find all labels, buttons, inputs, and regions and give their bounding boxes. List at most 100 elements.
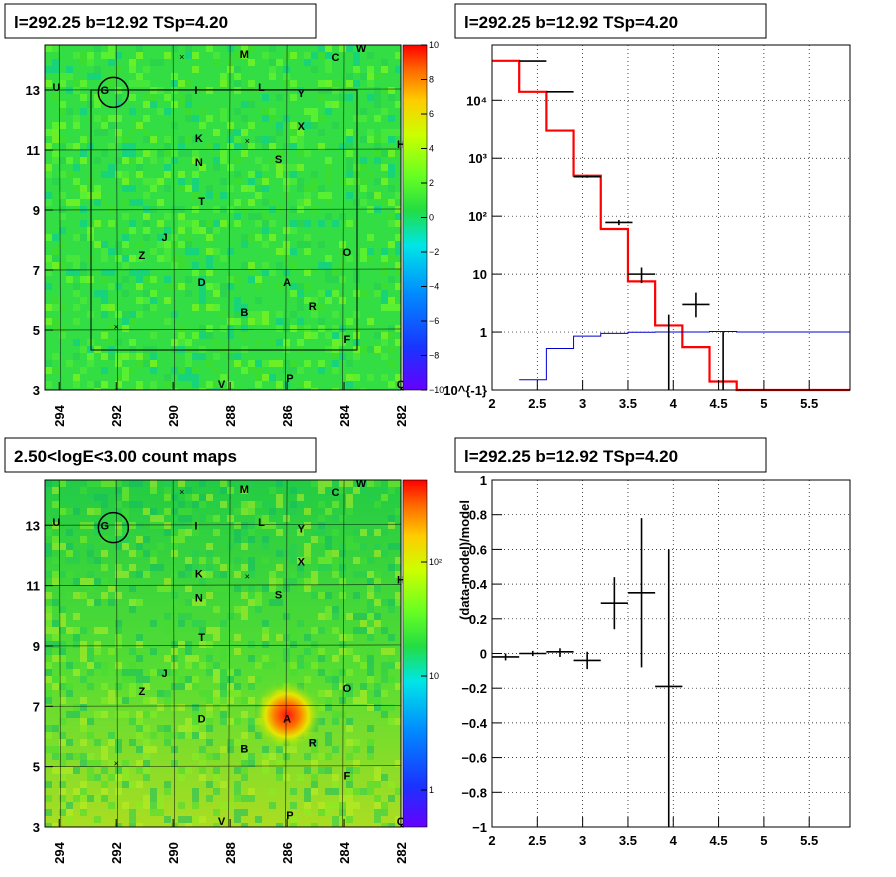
noise-pixel [395,248,401,255]
noise-pixel [66,739,73,746]
noise-pixel [297,620,304,627]
y-tick-label: −0.4 [461,716,487,731]
noise-pixel [115,641,122,648]
grid-line [44,704,402,707]
noise-pixel [80,788,87,795]
noise-pixel [157,59,164,66]
noise-pixel [206,494,213,501]
noise-pixel [311,115,318,122]
noise-pixel [199,122,206,129]
colorbar-tick-label: 6 [429,109,434,119]
noise-pixel [367,606,374,613]
noise-pixel [339,690,346,697]
noise-pixel [185,529,192,536]
noise-pixel [108,122,115,129]
noise-pixel [395,206,401,213]
noise-pixel [283,52,290,59]
noise-pixel [178,255,185,262]
noise-pixel [206,360,213,367]
noise-pixel [80,108,87,115]
noise-pixel [115,388,122,390]
noise-pixel [367,255,374,262]
noise-pixel [136,550,143,557]
noise-pixel [66,683,73,690]
noise-pixel [374,599,381,606]
noise-pixel [129,199,136,206]
noise-pixel [122,487,129,494]
noise-pixel [325,213,332,220]
noise-pixel [73,795,80,802]
noise-pixel [199,297,206,304]
noise-pixel [143,508,150,515]
noise-pixel [234,318,241,325]
noise-pixel [192,501,199,508]
noise-pixel [360,185,367,192]
noise-pixel [381,339,388,346]
noise-pixel [269,662,276,669]
noise-pixel [304,248,311,255]
noise-pixel [360,255,367,262]
noise-pixel [164,508,171,515]
noise-pixel [143,220,150,227]
noise-pixel [318,522,325,529]
grid-line [44,148,402,151]
noise-pixel [227,164,234,171]
noise-pixel [192,192,199,199]
noise-pixel [87,753,94,760]
noise-pixel [213,129,220,136]
noise-pixel [374,346,381,353]
noise-pixel [101,332,108,339]
noise-pixel [73,613,80,620]
noise-pixel [220,781,227,788]
noise-pixel [129,318,136,325]
noise-pixel [234,690,241,697]
noise-pixel [367,129,374,136]
noise-pixel [178,683,185,690]
source-label: A [283,713,291,725]
noise-pixel [122,290,129,297]
noise-pixel [164,108,171,115]
noise-pixel [248,45,255,52]
noise-pixel [73,550,80,557]
noise-pixel [59,241,66,248]
noise-pixel [143,234,150,241]
noise-pixel [52,487,59,494]
noise-pixel [360,620,367,627]
noise-pixel [381,550,388,557]
noise-pixel [59,543,66,550]
noise-pixel [220,108,227,115]
noise-pixel [206,45,213,52]
noise-pixel [346,725,353,732]
noise-pixel [262,269,269,276]
y-tick-label: 0.6 [469,542,487,557]
noise-pixel [297,655,304,662]
noise-pixel [136,802,143,809]
noise-pixel [290,290,297,297]
noise-pixel [129,564,136,571]
noise-pixel [101,781,108,788]
noise-pixel [248,788,255,795]
noise-pixel [234,795,241,802]
y-tick-label: 3 [33,383,40,398]
noise-pixel [241,732,248,739]
noise-pixel [255,641,262,648]
noise-pixel [66,662,73,669]
noise-pixel [374,157,381,164]
noise-pixel [332,676,339,683]
noise-pixel [213,52,220,59]
noise-pixel [45,746,52,753]
noise-pixel [206,192,213,199]
x-tick-label: 3.5 [619,396,637,411]
noise-pixel [143,550,150,557]
noise-pixel [122,802,129,809]
noise-pixel [269,269,276,276]
noise-pixel [122,234,129,241]
noise-pixel [269,234,276,241]
noise-pixel [262,311,269,318]
noise-pixel [108,164,115,171]
colorbar-tick-label: 8 [429,75,434,85]
noise-pixel [283,753,290,760]
noise-pixel [346,718,353,725]
noise-pixel [108,45,115,52]
